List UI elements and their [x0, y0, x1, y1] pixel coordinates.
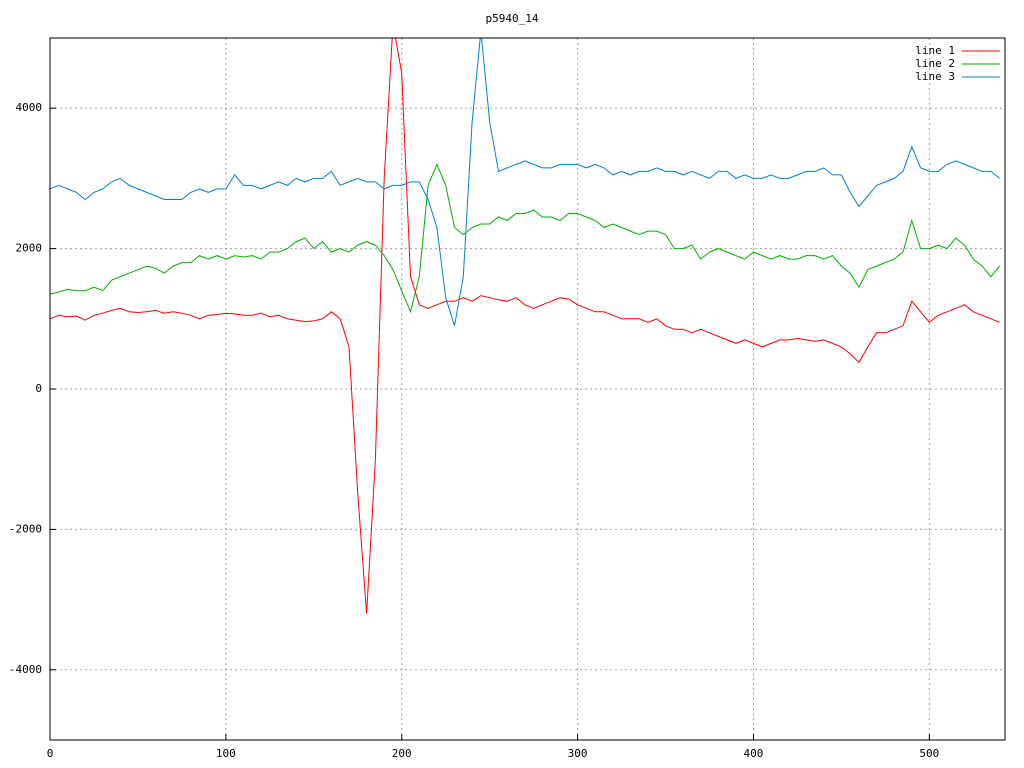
x-tick-label: 400: [744, 747, 764, 760]
legend-label: line 2: [915, 57, 955, 70]
x-tick-label: 500: [919, 747, 939, 760]
data-line: [50, 163, 1001, 314]
legend-label: line 1: [915, 44, 955, 57]
plot-lines: [50, 38, 1001, 614]
y-tick-label: -4000: [9, 663, 42, 676]
data-line: [50, 38, 1001, 326]
grid: [49, 38, 1005, 740]
x-tick-label: 0: [47, 747, 54, 760]
y-tick-label: 2000: [16, 242, 43, 255]
x-tick-label: 100: [216, 747, 236, 760]
y-tick-label: 0: [35, 382, 42, 395]
x-tick-label: 300: [568, 747, 588, 760]
y-tick-label: 4000: [16, 101, 43, 114]
x-tick-label: 200: [392, 747, 412, 760]
data-line: [50, 38, 1000, 614]
chart-title: p5940_14: [486, 12, 539, 25]
legend-label: line 3: [915, 70, 955, 83]
y-tick-label: -2000: [9, 522, 42, 535]
